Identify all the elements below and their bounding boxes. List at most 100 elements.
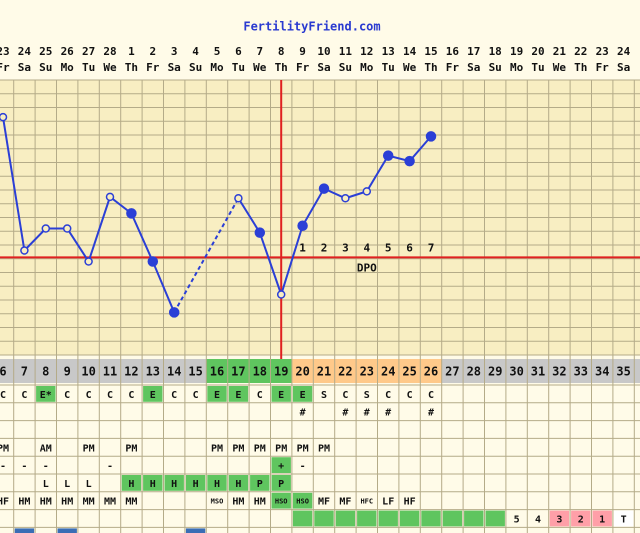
date-label: 22: [574, 45, 587, 58]
cycle-day-cell: [570, 359, 592, 383]
cell-text: HM: [40, 497, 52, 508]
cell-text: S: [364, 390, 370, 401]
cell-text: AM: [40, 443, 52, 454]
cycle-day-cell: [591, 359, 613, 383]
cell-fill: [14, 528, 35, 533]
cell-text: -: [21, 461, 27, 472]
cycle-day-cell: [420, 359, 442, 383]
cell-text: E: [150, 390, 156, 401]
date-label: 24: [617, 45, 631, 58]
cycle-day: 32: [552, 365, 566, 379]
cell-fill: [143, 386, 163, 402]
cell-text: #: [385, 408, 391, 419]
cycle-day: 14: [167, 365, 181, 379]
site-title: FertilityFriend.com: [243, 20, 380, 34]
temperature-point: [147, 256, 159, 267]
temperature-point: [0, 112, 8, 122]
weekday-label: We: [253, 61, 267, 74]
cycle-day-cell: [206, 359, 228, 383]
cell-fill: [571, 510, 591, 527]
cycle-day: 18: [253, 365, 267, 379]
dpo-number: 2: [321, 241, 328, 254]
cycle-day-cell: [249, 359, 271, 383]
cell-fill: [164, 475, 184, 491]
cell-fill: [36, 386, 56, 402]
cell-fill: [121, 475, 142, 491]
date-label: 11: [339, 45, 353, 58]
cell-fill: [228, 475, 249, 491]
date-label: 9: [299, 45, 306, 58]
cell-text: C: [86, 390, 92, 401]
cell-text: PM: [83, 443, 95, 454]
cell-text: C: [107, 390, 113, 401]
date-label: 13: [382, 45, 395, 58]
cell-text: L: [64, 479, 70, 490]
weekday-label: Tu: [82, 61, 95, 74]
temperature-point: [362, 187, 372, 196]
cell-text: LF: [382, 497, 394, 508]
cycle-day-cell: [99, 359, 121, 383]
cycle-day-cell: [612, 359, 635, 383]
cell-fill: [292, 386, 313, 402]
cell-fill: [271, 457, 291, 473]
cell-fill: [185, 475, 206, 491]
weekday-label: Mo: [360, 61, 374, 74]
cycle-day: 20: [295, 365, 309, 379]
cycle-day-cell: [334, 359, 357, 383]
temperature-point: [425, 131, 437, 142]
temperature-point: [126, 208, 137, 219]
cell-text: PM: [211, 443, 223, 454]
weekday-label: Fr: [446, 61, 460, 74]
cell-text: PM: [0, 443, 9, 454]
date-label: 19: [510, 45, 523, 58]
cell-text: #: [364, 408, 370, 419]
weekday-label: Sa: [317, 61, 330, 74]
cell-fill: [143, 475, 163, 491]
date-label: 15: [424, 45, 437, 58]
cycle-day-cell: [398, 359, 421, 383]
temperature-point: [234, 194, 243, 203]
cycle-day-cell: [291, 359, 314, 383]
cell-text: C: [64, 390, 70, 401]
temperature-point: [276, 290, 286, 299]
cell-fill: [207, 386, 227, 402]
cell-fill: [207, 475, 227, 491]
date-label: 16: [446, 45, 460, 58]
cell-text: C: [342, 390, 348, 401]
cell-text: -: [107, 461, 113, 472]
cell-text: HM: [232, 497, 244, 508]
cell-fill: [292, 510, 313, 527]
weekday-label: We: [403, 61, 417, 74]
cycle-day: 28: [467, 365, 481, 379]
date-label: 28: [103, 45, 116, 58]
cell-text: C: [21, 390, 27, 401]
date-label: 2: [149, 45, 156, 58]
temperature-point: [168, 307, 180, 318]
date-label: 3: [171, 45, 178, 58]
date-label: 5: [214, 45, 221, 58]
cycle-day: 16: [210, 365, 224, 379]
temperature-point: [254, 227, 266, 238]
cycle-day: 31: [531, 365, 545, 379]
temperature-point: [105, 192, 115, 202]
date-label: 26: [61, 45, 75, 58]
date-label: 6: [235, 45, 242, 58]
weekday-label: Tu: [382, 61, 395, 74]
temperature-point: [382, 150, 394, 161]
cell-text: L: [43, 479, 49, 490]
cycle-day-cell: [527, 359, 549, 383]
cell-text: 5: [514, 515, 520, 526]
weekday-label: Th: [574, 61, 587, 74]
cycle-day: 15: [188, 365, 202, 379]
cell-text: PM: [125, 443, 137, 454]
cell-fill: [613, 510, 634, 527]
cell-fill: [271, 492, 291, 509]
cell-text: HFC: [360, 498, 373, 506]
dpo-number: 7: [428, 241, 435, 254]
temperature-point: [318, 183, 330, 194]
cell-text: C: [193, 390, 199, 401]
cell-text: PM: [297, 443, 309, 454]
cell-text: -: [0, 461, 6, 472]
weekday-label: Sa: [168, 61, 181, 74]
